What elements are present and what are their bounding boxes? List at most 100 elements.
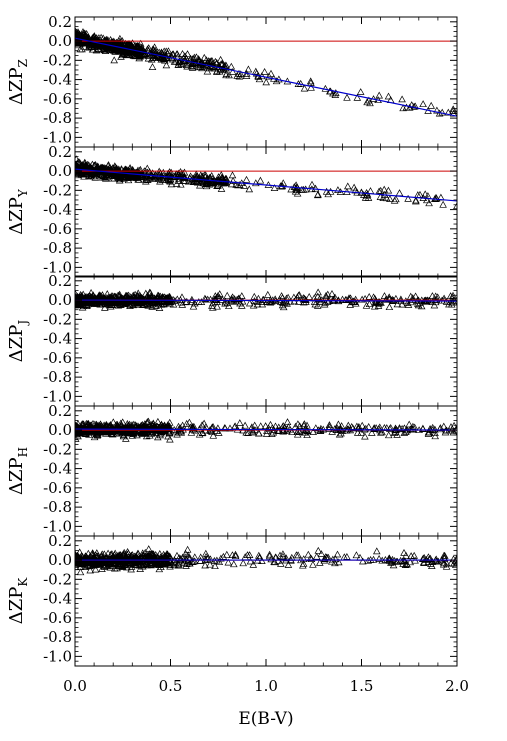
data-point (164, 432, 172, 440)
fit-line (75, 428, 457, 431)
data-point (380, 292, 389, 299)
data-point (91, 295, 100, 303)
data-point (157, 427, 166, 435)
data-point (164, 298, 173, 305)
data-point (245, 185, 254, 193)
data-point (182, 560, 191, 567)
data-point (266, 420, 275, 428)
data-point (407, 101, 416, 109)
data-point (375, 297, 383, 305)
data-point (133, 292, 142, 300)
data-point (96, 291, 104, 299)
data-point (135, 561, 144, 569)
data-point (125, 51, 134, 59)
data-point (263, 426, 271, 434)
data-point (305, 292, 313, 300)
data-point (317, 424, 325, 432)
data-point (424, 428, 433, 436)
data-point (398, 95, 406, 103)
y-tick-label: -1.0 (43, 647, 72, 665)
fit-line (75, 299, 457, 302)
data-point (142, 432, 151, 440)
data-point (101, 303, 109, 311)
data-point (109, 418, 118, 426)
data-point (101, 165, 110, 173)
data-point (279, 427, 287, 435)
data-point (101, 427, 110, 435)
data-point (195, 425, 204, 433)
y-axis-label: ΔZPZ (6, 59, 30, 105)
data-point (209, 303, 217, 311)
y-tick-label: 0.0 (48, 291, 72, 309)
data-point (241, 553, 249, 561)
data-point (279, 552, 287, 560)
data-point (219, 552, 228, 560)
data-point (128, 173, 137, 181)
data-point (116, 175, 124, 183)
data-point (203, 67, 212, 75)
data-point (117, 52, 125, 60)
data-point (121, 559, 129, 567)
data-point (116, 47, 124, 55)
data-point (405, 420, 413, 428)
data-point (160, 421, 169, 429)
data-point (154, 433, 162, 441)
data-point (260, 67, 269, 75)
data-point (420, 559, 428, 566)
data-point (176, 424, 185, 432)
y-tick-label: -0.2 (43, 51, 72, 69)
data-point (115, 39, 124, 47)
data-point (188, 63, 197, 71)
x-axis-label: E(B-V) (238, 709, 293, 729)
data-point (159, 175, 167, 183)
data-point (79, 420, 88, 428)
data-point (93, 165, 101, 173)
data-point (142, 177, 150, 185)
data-point (181, 298, 190, 306)
data-point (160, 50, 168, 58)
data-point (75, 26, 79, 34)
data-point (384, 431, 393, 439)
data-point (407, 552, 415, 560)
data-point (147, 560, 156, 568)
data-point (213, 67, 221, 75)
data-point (173, 430, 181, 438)
data-point (382, 295, 391, 303)
x-tick-label: 1.5 (350, 677, 374, 695)
data-point (82, 430, 90, 437)
data-point (258, 557, 266, 564)
data-point (350, 297, 358, 305)
data-point (287, 185, 295, 193)
data-point (148, 422, 157, 430)
data-point (173, 53, 182, 61)
data-point (440, 551, 448, 559)
data-point (218, 59, 227, 67)
data-point (154, 294, 162, 302)
data-point (365, 300, 374, 308)
data-point (376, 193, 385, 200)
data-point (173, 551, 181, 559)
data-point (126, 295, 135, 303)
data-point (432, 557, 441, 565)
data-point (175, 57, 183, 65)
data-point (228, 551, 237, 559)
data-point (132, 559, 140, 567)
data-point (137, 427, 145, 435)
data-point (187, 428, 196, 436)
data-point (188, 60, 197, 68)
data-point (265, 550, 274, 558)
data-point (306, 554, 315, 562)
data-point (134, 166, 142, 174)
data-point (424, 429, 433, 437)
y-tick-label: -0.2 (43, 440, 72, 458)
data-point (186, 554, 194, 562)
data-point (188, 558, 197, 566)
data-point (215, 62, 224, 70)
data-point (245, 551, 254, 558)
data-point (309, 428, 317, 435)
data-point (183, 50, 192, 58)
data-point (160, 53, 168, 61)
data-point (79, 28, 87, 35)
data-point (227, 180, 236, 188)
